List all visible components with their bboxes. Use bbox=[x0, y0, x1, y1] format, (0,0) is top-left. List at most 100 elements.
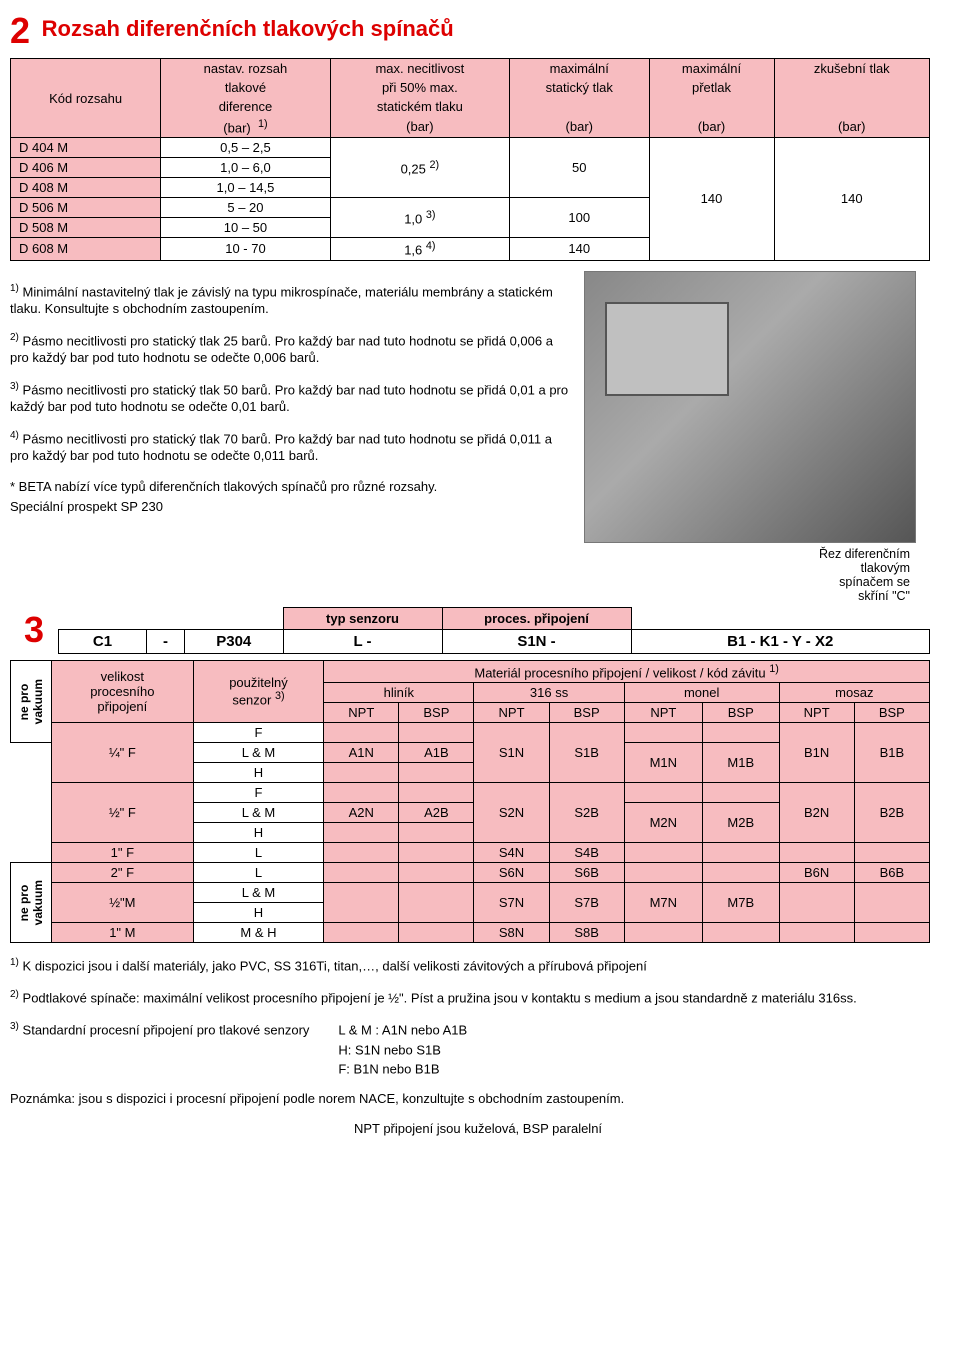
col-nec-4: (bar) bbox=[330, 116, 509, 138]
npt: NPT bbox=[324, 702, 399, 722]
bsp: BSP bbox=[854, 702, 929, 722]
pn-L: L - bbox=[283, 629, 442, 653]
foot-pozn: Poznámka: jsou s dispozici i procesní př… bbox=[10, 1091, 930, 1108]
sensor-MH: M & H bbox=[193, 922, 324, 942]
stat-cell: 50 bbox=[510, 138, 650, 198]
col-stat-4: (bar) bbox=[510, 116, 650, 138]
code-cell: D 408 M bbox=[11, 178, 161, 198]
sensor-H: H bbox=[193, 902, 324, 922]
table-row: ½" F F S2N S2B B2N B2B bbox=[11, 782, 930, 802]
foot-3b: H: S1N nebo S1B bbox=[338, 1042, 441, 1057]
pn-rest: B1 - K1 - Y - X2 bbox=[631, 629, 930, 653]
npt: NPT bbox=[624, 702, 702, 722]
size-1: 1" F bbox=[52, 842, 194, 862]
m-monel: monel bbox=[624, 682, 779, 702]
foot-1: K dispozici jsou i další materiály, jako… bbox=[23, 958, 647, 973]
vert-nepro-vakuum: ne provakuum bbox=[11, 862, 52, 942]
code: M7N bbox=[624, 882, 702, 922]
code-cell: D 506 M bbox=[11, 198, 161, 218]
range-cell: 10 – 50 bbox=[161, 218, 331, 238]
device-photo bbox=[584, 271, 916, 543]
code: B2N bbox=[779, 782, 854, 842]
stat-cell: 140 bbox=[510, 238, 650, 260]
pn-p304: P304 bbox=[185, 629, 284, 653]
col-test-4: (bar) bbox=[774, 116, 929, 138]
table-row: D 404 M 0,5 – 2,5 0,25 2) 50 140 140 bbox=[11, 138, 930, 158]
range-cell: 1,0 – 6,0 bbox=[161, 158, 331, 178]
nec-cell: 0,25 2) bbox=[330, 138, 509, 198]
sensor-L: L bbox=[193, 862, 324, 882]
colB: použitelnýsenzor 3) bbox=[193, 660, 324, 722]
col-over-1: maximální bbox=[649, 59, 774, 79]
table-row: 1" M M & H S8N S8B bbox=[11, 922, 930, 942]
m-hlinik: hliník bbox=[324, 682, 474, 702]
material-table: ne provakuum velikostprocesníhopřipojení… bbox=[10, 660, 930, 943]
col-nec-2: při 50% max. bbox=[330, 78, 509, 97]
section-2-header: 2 Rozsah diferenčních tlakových spínačů bbox=[10, 10, 950, 52]
m-316: 316 ss bbox=[474, 682, 624, 702]
test-cell: 140 bbox=[774, 138, 929, 260]
photo-caption: Řez diferenčním tlakovým spínačem se skř… bbox=[10, 547, 910, 603]
col-range-1: nastav. rozsah bbox=[161, 59, 331, 79]
code: M1N bbox=[624, 742, 702, 782]
note-2: Pásmo necitlivosti pro statický tlak 25 … bbox=[10, 333, 553, 365]
vert-label: ne provakuum bbox=[11, 660, 52, 742]
sensor-LM: L & M bbox=[193, 802, 324, 822]
col-stat-2: statický tlak bbox=[510, 78, 650, 97]
code: S1N bbox=[474, 722, 549, 782]
code: S8N bbox=[474, 922, 549, 942]
code: S7B bbox=[549, 882, 624, 922]
hdr-typ: typ senzoru bbox=[283, 607, 442, 629]
range-table: Kód rozsahu nastav. rozsah max. necitliv… bbox=[10, 58, 930, 261]
code: S8B bbox=[549, 922, 624, 942]
code: M2N bbox=[624, 802, 702, 842]
col-stat-3 bbox=[510, 97, 650, 116]
code: S4N bbox=[474, 842, 549, 862]
beta-note-2: Speciální prospekt SP 230 bbox=[10, 499, 570, 516]
foot-2: Podtlakové spínače: maximální velikost p… bbox=[23, 991, 857, 1006]
table-row: ne provakuum 2" F L S6N S6B B6N B6B bbox=[11, 862, 930, 882]
code: M2B bbox=[702, 802, 779, 842]
npt: NPT bbox=[779, 702, 854, 722]
size-1m: 1" M bbox=[52, 922, 194, 942]
sensor-LM: L & M bbox=[193, 742, 324, 762]
code: S7N bbox=[474, 882, 549, 922]
code: A1B bbox=[399, 742, 474, 762]
beta-note-1: * BETA nabízí více typů diferenčních tla… bbox=[10, 479, 570, 496]
code: A2N bbox=[324, 802, 399, 822]
sensor-F: F bbox=[193, 722, 324, 742]
size-hm: ½"M bbox=[52, 882, 194, 922]
bsp: BSP bbox=[549, 702, 624, 722]
col-range-4: (bar) 1) bbox=[161, 116, 331, 138]
notes-block: 1) Minimální nastavitelný tlak je závisl… bbox=[10, 269, 570, 529]
code: B2B bbox=[854, 782, 929, 842]
sensor-LM: L & M bbox=[193, 882, 324, 902]
code-cell: D 608 M bbox=[11, 238, 161, 260]
code: S2B bbox=[549, 782, 624, 842]
range-cell: 1,0 – 14,5 bbox=[161, 178, 331, 198]
npt: NPT bbox=[474, 702, 549, 722]
note-4: Pásmo necitlivosti pro statický tlak 70 … bbox=[10, 431, 552, 463]
code: M1B bbox=[702, 742, 779, 782]
col-nec-1: max. necitlivost bbox=[330, 59, 509, 79]
hdr-proc: proces. připojení bbox=[442, 607, 631, 629]
col-stat-1: maximální bbox=[510, 59, 650, 79]
code: B1B bbox=[854, 722, 929, 782]
col-over-3 bbox=[649, 97, 774, 116]
col-kod: Kód rozsahu bbox=[11, 59, 161, 138]
bsp: BSP bbox=[702, 702, 779, 722]
col-range-2: tlakové bbox=[161, 78, 331, 97]
sensor-H: H bbox=[193, 822, 324, 842]
code: S4B bbox=[549, 842, 624, 862]
over-cell: 140 bbox=[649, 138, 774, 260]
col-over-4: (bar) bbox=[649, 116, 774, 138]
code: S1B bbox=[549, 722, 624, 782]
code-cell: D 508 M bbox=[11, 218, 161, 238]
pn-dash: - bbox=[147, 629, 185, 653]
table-row: ¼" F F S1N S1B B1N B1B bbox=[11, 722, 930, 742]
note-1: Minimální nastavitelný tlak je závislý n… bbox=[10, 284, 553, 316]
pn-c1: C1 bbox=[59, 629, 147, 653]
range-cell: 5 – 20 bbox=[161, 198, 331, 218]
code-cell: D 404 M bbox=[11, 138, 161, 158]
colA: velikostprocesníhopřipojení bbox=[52, 660, 194, 722]
